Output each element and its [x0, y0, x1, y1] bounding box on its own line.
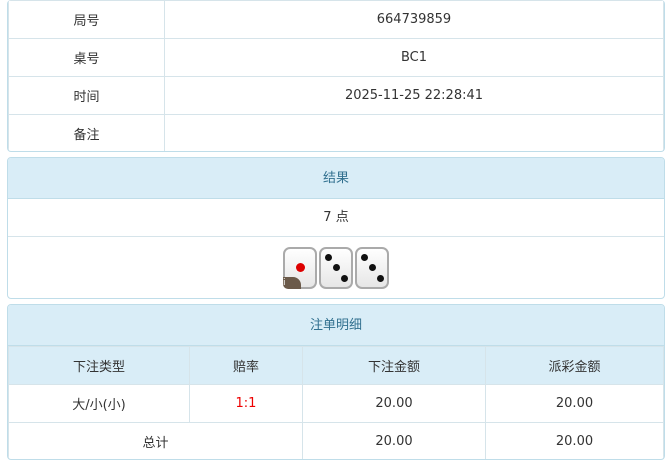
bet-type: 大/小(小)	[9, 385, 190, 423]
time-label: 时间	[9, 77, 165, 115]
table-row: 大/小(小) 1:1 20.00 20.00	[9, 385, 664, 423]
total-row: 总计 20.00 20.00	[9, 423, 664, 460]
total-amount: 20.00	[303, 423, 486, 460]
odds: 1:1	[190, 385, 303, 423]
die-3-icon	[319, 247, 353, 289]
remark-value	[165, 115, 664, 153]
die-1-icon[interactable]: i	[283, 247, 317, 289]
header-bet-type: 下注类型	[9, 347, 190, 385]
round-value: 664739859	[165, 1, 664, 39]
table-value: BC1	[165, 39, 664, 77]
remark-label: 备注	[9, 115, 165, 153]
result-title: 结果	[8, 158, 664, 199]
round-label: 局号	[9, 1, 165, 39]
bet-details-panel: 注单明细 下注类型 赔率 下注金额 派彩金额 大/小(小) 1:1 20.00 …	[7, 304, 665, 460]
bet-amount: 20.00	[303, 385, 486, 423]
result-panel: 结果 7 点 i	[7, 157, 665, 299]
header-bet-amount: 下注金额	[303, 347, 486, 385]
header-payout: 派彩金额	[486, 347, 664, 385]
die-3-icon	[355, 247, 389, 289]
bet-details-table: 下注类型 赔率 下注金额 派彩金额 大/小(小) 1:1 20.00 20.00…	[8, 346, 664, 460]
table-row: 备注	[9, 115, 664, 153]
dice-display: i	[8, 237, 664, 299]
time-value: 2025-11-25 22:28:41	[165, 77, 664, 115]
header-odds: 赔率	[190, 347, 303, 385]
total-payout: 20.00	[486, 423, 664, 460]
table-label: 桌号	[9, 39, 165, 77]
table-header-row: 下注类型 赔率 下注金额 派彩金额	[9, 347, 664, 385]
result-points: 7 点	[8, 199, 664, 237]
bet-details-title: 注单明细	[8, 305, 664, 346]
info-badge[interactable]: i	[283, 277, 301, 289]
total-label: 总计	[9, 423, 303, 460]
payout: 20.00	[486, 385, 664, 423]
